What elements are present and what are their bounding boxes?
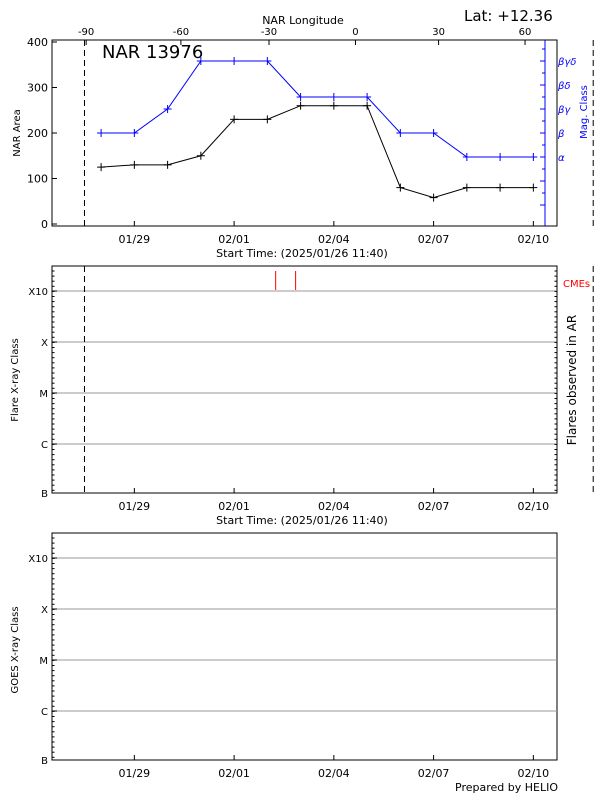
area-y-tick-label: 200 (27, 127, 48, 140)
nar-area-point (529, 183, 538, 192)
mag-class-point (529, 153, 538, 161)
class-x-tick-label: 02/07 (418, 500, 450, 513)
flare-axis-label: Flare X-ray Class (10, 338, 21, 422)
mag-class-point (196, 57, 205, 65)
class-tick-label: C (41, 440, 48, 451)
top-x-tick-label: 60 (519, 27, 532, 38)
mag-class-point (329, 93, 338, 101)
panel2-time-label: Start Time: (2025/01/26 11:40) (216, 514, 388, 527)
mag-class-tick-label: βγδ (557, 57, 576, 68)
nar-area-point (396, 183, 405, 192)
p1-x-tick-label: 02/01 (218, 233, 250, 246)
class-tick-label: X (41, 605, 48, 616)
mag-class-point (496, 153, 505, 161)
flare-panel: Flare X-ray Class Flares observed in AR … (10, 265, 594, 527)
class-x-tick-label: 02/07 (418, 767, 450, 780)
class-x-tick-label: 02/04 (318, 767, 350, 780)
prepared-by-label: Prepared by HELIO (455, 781, 558, 794)
nar-title: NAR 13976 (102, 42, 203, 63)
class-tick-label: X (41, 338, 48, 349)
nar-area-point (462, 183, 471, 192)
goes-panel-frame (51, 532, 558, 761)
mag-class-point (163, 105, 172, 113)
mag-class-tick-label: α (558, 153, 565, 164)
cme-label: CMEs (563, 279, 590, 290)
class-x-tick-label: 02/10 (517, 767, 549, 780)
class-tick-label: M (39, 389, 48, 400)
mag-class-point (97, 129, 106, 137)
mag-class-point (462, 153, 471, 161)
nar-area-point (263, 115, 272, 124)
area-y-tick-label: 100 (27, 173, 48, 186)
nar-area-point (363, 101, 372, 110)
mag-class-point (263, 57, 272, 65)
mag-class-point (429, 129, 438, 137)
nar-area-point (163, 160, 172, 169)
p1-x-tick-label: 02/04 (318, 233, 350, 246)
mag-class-point (230, 57, 239, 65)
top-x-tick-label: 30 (432, 27, 445, 38)
top-axis-label: NAR Longitude (262, 14, 344, 27)
nar-area-point (130, 160, 139, 169)
mag-class-tick-label: βδ (557, 81, 571, 92)
class-x-tick-label: 02/01 (218, 500, 250, 513)
class-tick-label: C (41, 707, 48, 718)
panel1-time-label: Start Time: (2025/01/26 11:40) (216, 247, 388, 260)
nar-area-point (196, 151, 205, 160)
flare-panel-frame (51, 265, 558, 494)
nar-area-point (329, 101, 338, 110)
lat-label: Lat: +12.36 (464, 7, 553, 25)
mag-class-tick-label: βγ (557, 105, 571, 116)
class-x-tick-label: 01/29 (118, 767, 150, 780)
goes-panel: GOES X-ray Class B C M X X10 01/29 02/01 02/04 0… (10, 532, 558, 780)
mag-class-point (396, 129, 405, 137)
nar-area-point (496, 183, 505, 192)
class-x-tick-label: 02/01 (218, 767, 250, 780)
mag-class-tick-label: β (557, 129, 565, 140)
top-x-tick-label: 0 (352, 27, 358, 38)
top-x-tick-label: -90 (78, 27, 94, 38)
mag-class-point (363, 93, 372, 101)
mag-class-axis-label: Mag. Class (579, 85, 590, 139)
p1-x-tick-label: 01/29 (118, 233, 150, 246)
class-tick-label: B (41, 756, 48, 767)
p1-x-tick-label: 02/07 (418, 233, 450, 246)
nar-area-line (101, 105, 534, 199)
class-tick-label: X10 (28, 287, 48, 298)
class-tick-label: X10 (28, 554, 48, 565)
nar-area-panel: NAR 13976 NAR Longitude NAR Area Mag. Cl… (12, 14, 594, 260)
goes-axis-label: GOES X-ray Class (10, 606, 21, 693)
class-x-tick-label: 01/29 (118, 500, 150, 513)
top-x-tick-label: -30 (261, 27, 277, 38)
area-y-tick-label: 400 (27, 36, 48, 49)
nar-area-point (429, 193, 438, 202)
top-x-tick-label: -60 (173, 27, 189, 38)
class-tick-label: B (41, 489, 48, 500)
p1-x-tick-label: 02/10 (517, 233, 549, 246)
flares-observed-label: Flares observed in AR (565, 315, 579, 445)
class-tick-label: M (39, 656, 48, 667)
nar-area-point (296, 101, 305, 110)
mag-class-point (130, 129, 139, 137)
nar-area-axis-label: NAR Area (12, 109, 23, 156)
class-x-tick-label: 02/04 (318, 500, 350, 513)
nar-area-point (230, 115, 239, 124)
mag-class-line (101, 60, 534, 158)
area-y-tick-label: 0 (41, 218, 48, 231)
class-x-tick-label: 02/10 (517, 500, 549, 513)
mag-class-point (296, 93, 305, 101)
area-y-tick-label: 300 (27, 82, 48, 95)
nar-area-point (97, 163, 106, 172)
